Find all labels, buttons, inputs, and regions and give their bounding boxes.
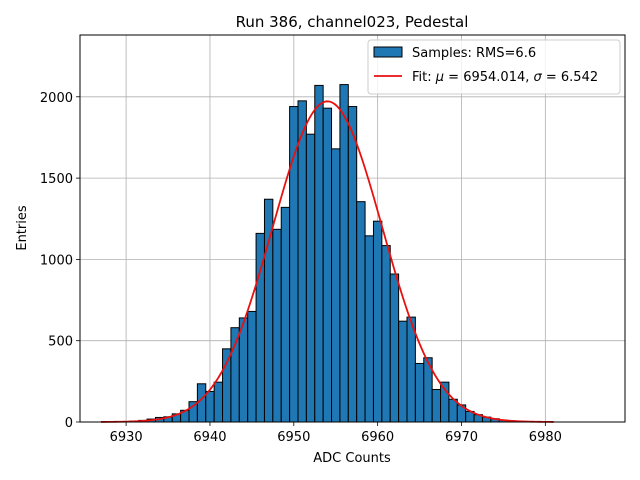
histogram-bar: [205, 390, 215, 423]
legend: Samples: RMS=6.6 Fit: μ = 6954.014, σ = …: [367, 39, 621, 95]
legend-samples-swatch: [373, 46, 403, 58]
histogram-bar: [322, 107, 333, 423]
histogram-bar: [247, 310, 257, 423]
histogram-bar: [238, 317, 249, 423]
y-axis-ticks: 0 500 1000 1500 2000: [40, 91, 80, 431]
legend-box: [367, 39, 621, 95]
y-tick-label: 1000: [40, 253, 73, 268]
histogram-bar: [297, 100, 307, 423]
y-axis-label: Entries: [15, 205, 30, 251]
histogram-bar: [389, 273, 400, 423]
y-tick-label: 0: [65, 416, 73, 431]
legend-fit-label: Fit: μ = 6954.014, σ = 6.542: [412, 70, 598, 85]
y-tick-label: 500: [48, 335, 73, 350]
histogram-bar: [448, 398, 458, 423]
chart-title: Run 386, channel023, Pedestal: [236, 13, 469, 31]
gaussian-fit-line: [100, 100, 554, 423]
histogram-bar: [314, 84, 324, 423]
y-tick-label: 2000: [40, 91, 73, 106]
histogram-bar: [381, 245, 391, 423]
histogram-bar: [356, 201, 366, 423]
x-axis-label: ADC Counts: [313, 451, 391, 466]
x-tick-label: 6940: [193, 430, 226, 445]
histogram-bar: [414, 362, 425, 423]
histogram-bar: [272, 228, 282, 423]
x-tick-label: 6980: [529, 430, 562, 445]
fit-curve: [100, 100, 554, 423]
histogram-bar: [331, 148, 341, 423]
histogram-bar: [305, 133, 316, 423]
x-tick-label: 6950: [277, 430, 310, 445]
histogram-bar: [406, 316, 416, 423]
histogram-bar: [347, 106, 358, 423]
histogram-bar: [213, 381, 224, 423]
histogram-bar: [364, 235, 374, 423]
histogram-bar: [280, 206, 291, 423]
histogram-bar: [196, 383, 207, 423]
plot-frame: [79, 34, 626, 423]
x-tick-label: 6970: [445, 430, 478, 445]
histogram-bar: [431, 388, 442, 423]
histogram-bar: [398, 320, 408, 423]
x-tick-label: 6960: [361, 430, 394, 445]
legend-samples-label: Samples: RMS=6.6: [412, 46, 536, 61]
histogram-bar: [230, 327, 240, 423]
histogram-bar: [339, 84, 349, 423]
histogram-bar: [222, 348, 232, 423]
y-tick-label: 1500: [40, 172, 73, 187]
histogram-bar: [372, 220, 383, 423]
x-axis-ticks: 6930 6940 6950 6960 6970 6980: [110, 422, 562, 445]
x-tick-label: 6930: [110, 430, 143, 445]
